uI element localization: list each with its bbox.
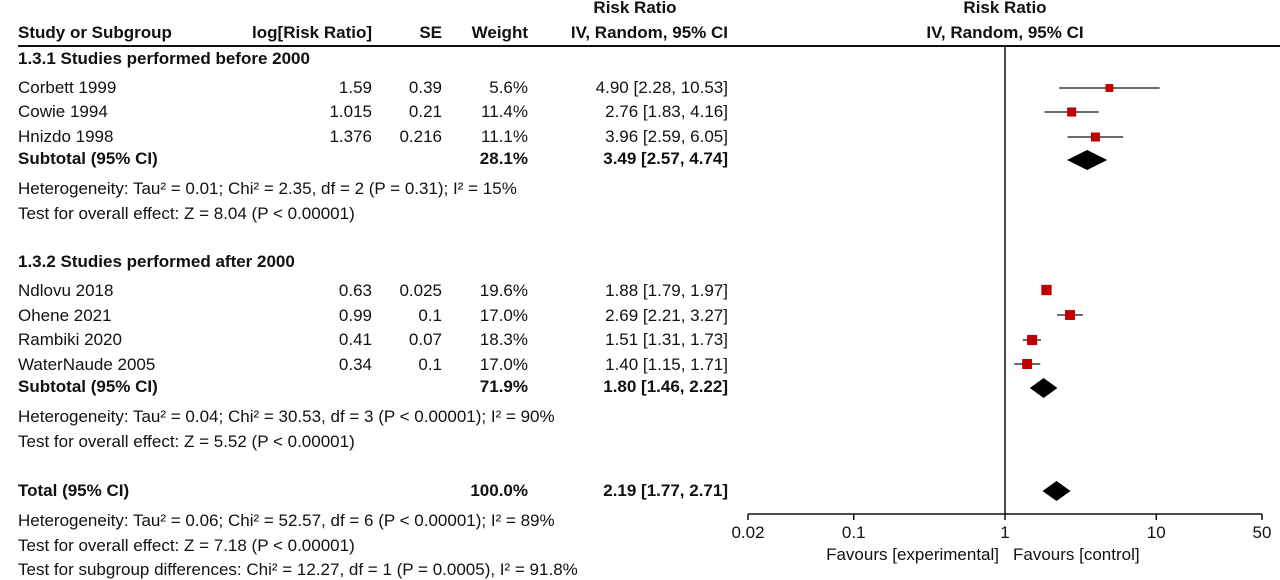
study-se: 0.1 — [418, 355, 442, 374]
study-logrr: 0.41 — [338, 330, 372, 349]
study-se: 0.07 — [408, 330, 442, 349]
overall-effect-text: Test for overall effect: Z = 5.52 (P < 0… — [18, 432, 355, 451]
pooled-diamond — [1042, 481, 1071, 501]
study-ci: 1.51 [1.31, 1.73] — [605, 330, 728, 349]
subtotal-weight: 71.9% — [479, 377, 528, 396]
study-weight: 11.4% — [481, 102, 528, 121]
subtotal-ci: 3.49 [2.57, 4.74] — [603, 149, 728, 168]
study-marker — [1105, 84, 1114, 92]
risk-ratio-header-left: Risk Ratio — [593, 0, 677, 17]
favours-control-label: Favours [control] — [1013, 545, 1140, 564]
study-se: 0.216 — [399, 127, 442, 146]
study-name: Rambiki 2020 — [18, 330, 122, 349]
study-se: 0.1 — [418, 306, 442, 325]
study-ci: 4.90 [2.28, 10.53] — [595, 78, 728, 97]
study-name: WaterNaude 2005 — [18, 355, 156, 374]
study-name: Hnizdo 1998 — [18, 127, 114, 146]
ci-column-header-left: IV, Random, 95% CI — [570, 23, 728, 42]
x-tick-label: 1 — [1000, 523, 1009, 542]
study-name: Ohene 2021 — [18, 306, 112, 325]
weight-column-header: Weight — [471, 23, 528, 42]
study-marker — [1067, 107, 1077, 117]
logrr-column-header: log[Risk Ratio] — [252, 23, 372, 42]
x-tick-label: 0.1 — [842, 523, 866, 542]
study-logrr: 0.99 — [338, 306, 372, 325]
heterogeneity-text: Heterogeneity: Tau² = 0.01; Chi² = 2.35,… — [18, 179, 517, 198]
study-logrr: 1.59 — [338, 78, 372, 97]
subtotal-weight: 28.1% — [479, 149, 528, 168]
subgroup-title: 1.3.1 Studies performed before 2000 — [18, 49, 310, 68]
study-weight: 11.1% — [481, 127, 528, 146]
total-overall-effect-text: Test for overall effect: Z = 7.18 (P < 0… — [18, 536, 355, 555]
study-ci: 1.40 [1.15, 1.71] — [605, 355, 728, 374]
x-tick-label: 50 — [1253, 523, 1272, 542]
subtotal-label: Subtotal (95% CI) — [18, 377, 158, 396]
heterogeneity-text: Heterogeneity: Tau² = 0.04; Chi² = 30.53… — [18, 407, 555, 426]
study-logrr: 1.015 — [329, 102, 372, 121]
subtotal-ci: 1.80 [1.46, 2.22] — [603, 377, 728, 396]
study-weight: 17.0% — [479, 306, 528, 325]
total-heterogeneity-text: Heterogeneity: Tau² = 0.06; Chi² = 52.57… — [18, 511, 555, 530]
study-ci: 1.88 [1.79, 1.97] — [605, 281, 728, 300]
risk-ratio-header-right: Risk Ratio — [963, 0, 1047, 17]
x-tick-label: 0.02 — [731, 523, 764, 542]
ci-column-header-right: IV, Random, 95% CI — [926, 23, 1084, 42]
se-column-header: SE — [419, 23, 442, 42]
subgroup-title: 1.3.2 Studies performed after 2000 — [18, 252, 295, 271]
study-se: 0.21 — [408, 102, 442, 121]
favours-experimental-label: Favours [experimental] — [826, 545, 999, 564]
overall-effect-text: Test for overall effect: Z = 8.04 (P < 0… — [18, 204, 355, 223]
study-marker — [1041, 284, 1052, 296]
total-weight: 100.0% — [470, 481, 528, 500]
study-marker — [1027, 334, 1038, 346]
study-logrr: 0.34 — [338, 355, 372, 374]
study-name: Ndlovu 2018 — [18, 281, 114, 300]
study-se: 0.39 — [408, 78, 442, 97]
study-name: Corbett 1999 — [18, 78, 117, 97]
study-ci: 3.96 [2.59, 6.05] — [605, 127, 728, 146]
subgroup-differences-text: Test for subgroup differences: Chi² = 12… — [18, 560, 578, 579]
study-se: 0.025 — [399, 281, 442, 300]
study-column-header: Study or Subgroup — [18, 23, 172, 42]
study-logrr: 1.376 — [329, 127, 372, 146]
study-ci: 2.76 [1.83, 4.16] — [605, 102, 728, 121]
study-name: Cowie 1994 — [18, 102, 108, 121]
study-weight: 5.6% — [489, 78, 528, 97]
study-marker — [1065, 310, 1075, 320]
study-ci: 2.69 [2.21, 3.27] — [605, 306, 728, 325]
header-divider — [18, 45, 1280, 47]
pooled-diamond — [1067, 150, 1108, 170]
total-label: Total (95% CI) — [18, 481, 130, 500]
total-ci: 2.19 [1.77, 2.71] — [603, 481, 728, 500]
study-marker — [1090, 132, 1100, 142]
study-weight: 19.6% — [479, 281, 528, 300]
study-weight: 17.0% — [479, 355, 528, 374]
x-tick-label: 10 — [1147, 523, 1166, 542]
pooled-diamond — [1029, 378, 1058, 398]
study-weight: 18.3% — [479, 330, 528, 349]
subtotal-label: Subtotal (95% CI) — [18, 149, 158, 168]
study-marker — [1022, 359, 1033, 369]
study-logrr: 0.63 — [338, 281, 372, 300]
